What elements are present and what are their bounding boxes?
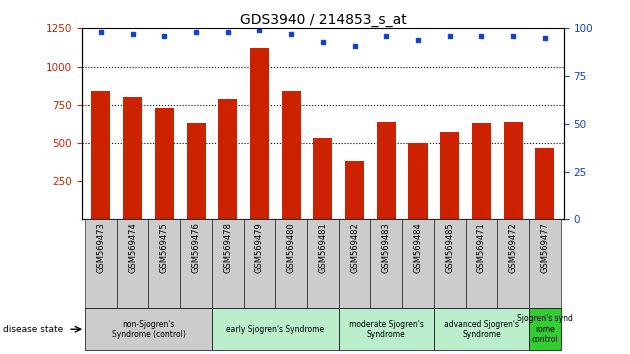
Bar xyxy=(377,122,396,219)
Bar xyxy=(370,219,402,308)
Bar xyxy=(149,219,180,308)
Bar xyxy=(282,91,301,219)
Bar xyxy=(186,123,205,219)
Text: GSM569476: GSM569476 xyxy=(192,222,200,273)
Bar xyxy=(408,143,428,219)
Text: GSM569483: GSM569483 xyxy=(382,222,391,273)
Bar xyxy=(345,161,364,219)
Bar xyxy=(529,308,561,350)
Bar xyxy=(85,219,117,308)
Text: Sjogren's synd
rome
control: Sjogren's synd rome control xyxy=(517,314,573,344)
Bar xyxy=(117,219,149,308)
Bar xyxy=(85,308,212,350)
Text: GSM569482: GSM569482 xyxy=(350,222,359,273)
Text: GSM569471: GSM569471 xyxy=(477,222,486,273)
Bar xyxy=(218,99,238,219)
Text: GSM569478: GSM569478 xyxy=(223,222,232,273)
Text: GSM569484: GSM569484 xyxy=(413,222,423,273)
Bar xyxy=(212,219,244,308)
Bar xyxy=(536,148,554,219)
Text: GSM569477: GSM569477 xyxy=(541,222,549,273)
Bar xyxy=(313,138,333,219)
Bar xyxy=(529,219,561,308)
Bar xyxy=(339,308,434,350)
Bar xyxy=(472,123,491,219)
Bar xyxy=(434,308,529,350)
Bar xyxy=(155,108,174,219)
Bar xyxy=(244,219,275,308)
Bar xyxy=(434,219,466,308)
Bar xyxy=(212,308,339,350)
Bar xyxy=(123,97,142,219)
Text: advanced Sjogren's
Syndrome: advanced Sjogren's Syndrome xyxy=(444,320,519,339)
Bar xyxy=(503,122,523,219)
Title: GDS3940 / 214853_s_at: GDS3940 / 214853_s_at xyxy=(239,13,406,27)
Text: GSM569475: GSM569475 xyxy=(160,222,169,273)
Bar xyxy=(440,132,459,219)
Bar xyxy=(466,219,497,308)
Text: moderate Sjogren's
Syndrome: moderate Sjogren's Syndrome xyxy=(349,320,424,339)
Text: GSM569485: GSM569485 xyxy=(445,222,454,273)
Bar xyxy=(91,91,110,219)
Text: GSM569479: GSM569479 xyxy=(255,222,264,273)
Text: GSM569473: GSM569473 xyxy=(96,222,105,273)
Bar xyxy=(307,219,339,308)
Text: GSM569472: GSM569472 xyxy=(508,222,518,273)
Text: early Sjogren's Syndrome: early Sjogren's Syndrome xyxy=(226,325,324,334)
Bar xyxy=(497,219,529,308)
Text: GSM569481: GSM569481 xyxy=(318,222,328,273)
Text: non-Sjogren's
Syndrome (control): non-Sjogren's Syndrome (control) xyxy=(112,320,185,339)
Text: GSM569474: GSM569474 xyxy=(128,222,137,273)
Text: disease state: disease state xyxy=(3,325,64,334)
Bar xyxy=(339,219,370,308)
Bar xyxy=(275,219,307,308)
Bar xyxy=(180,219,212,308)
Bar xyxy=(402,219,434,308)
Text: GSM569480: GSM569480 xyxy=(287,222,295,273)
Bar xyxy=(250,48,269,219)
